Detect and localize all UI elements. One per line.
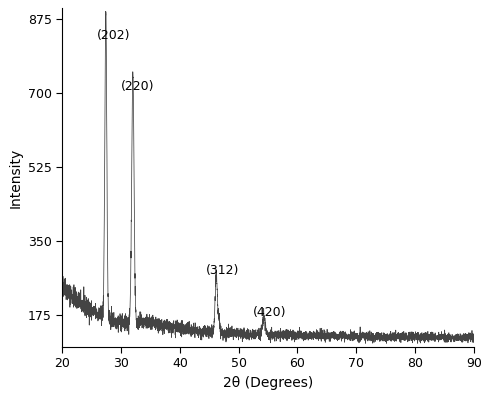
Text: (420): (420) xyxy=(253,306,287,319)
Text: (312): (312) xyxy=(206,264,240,277)
Text: (202): (202) xyxy=(97,29,130,42)
Text: (220): (220) xyxy=(121,80,154,93)
X-axis label: 2θ (Degrees): 2θ (Degrees) xyxy=(223,376,313,390)
Y-axis label: Intensity: Intensity xyxy=(8,147,23,208)
